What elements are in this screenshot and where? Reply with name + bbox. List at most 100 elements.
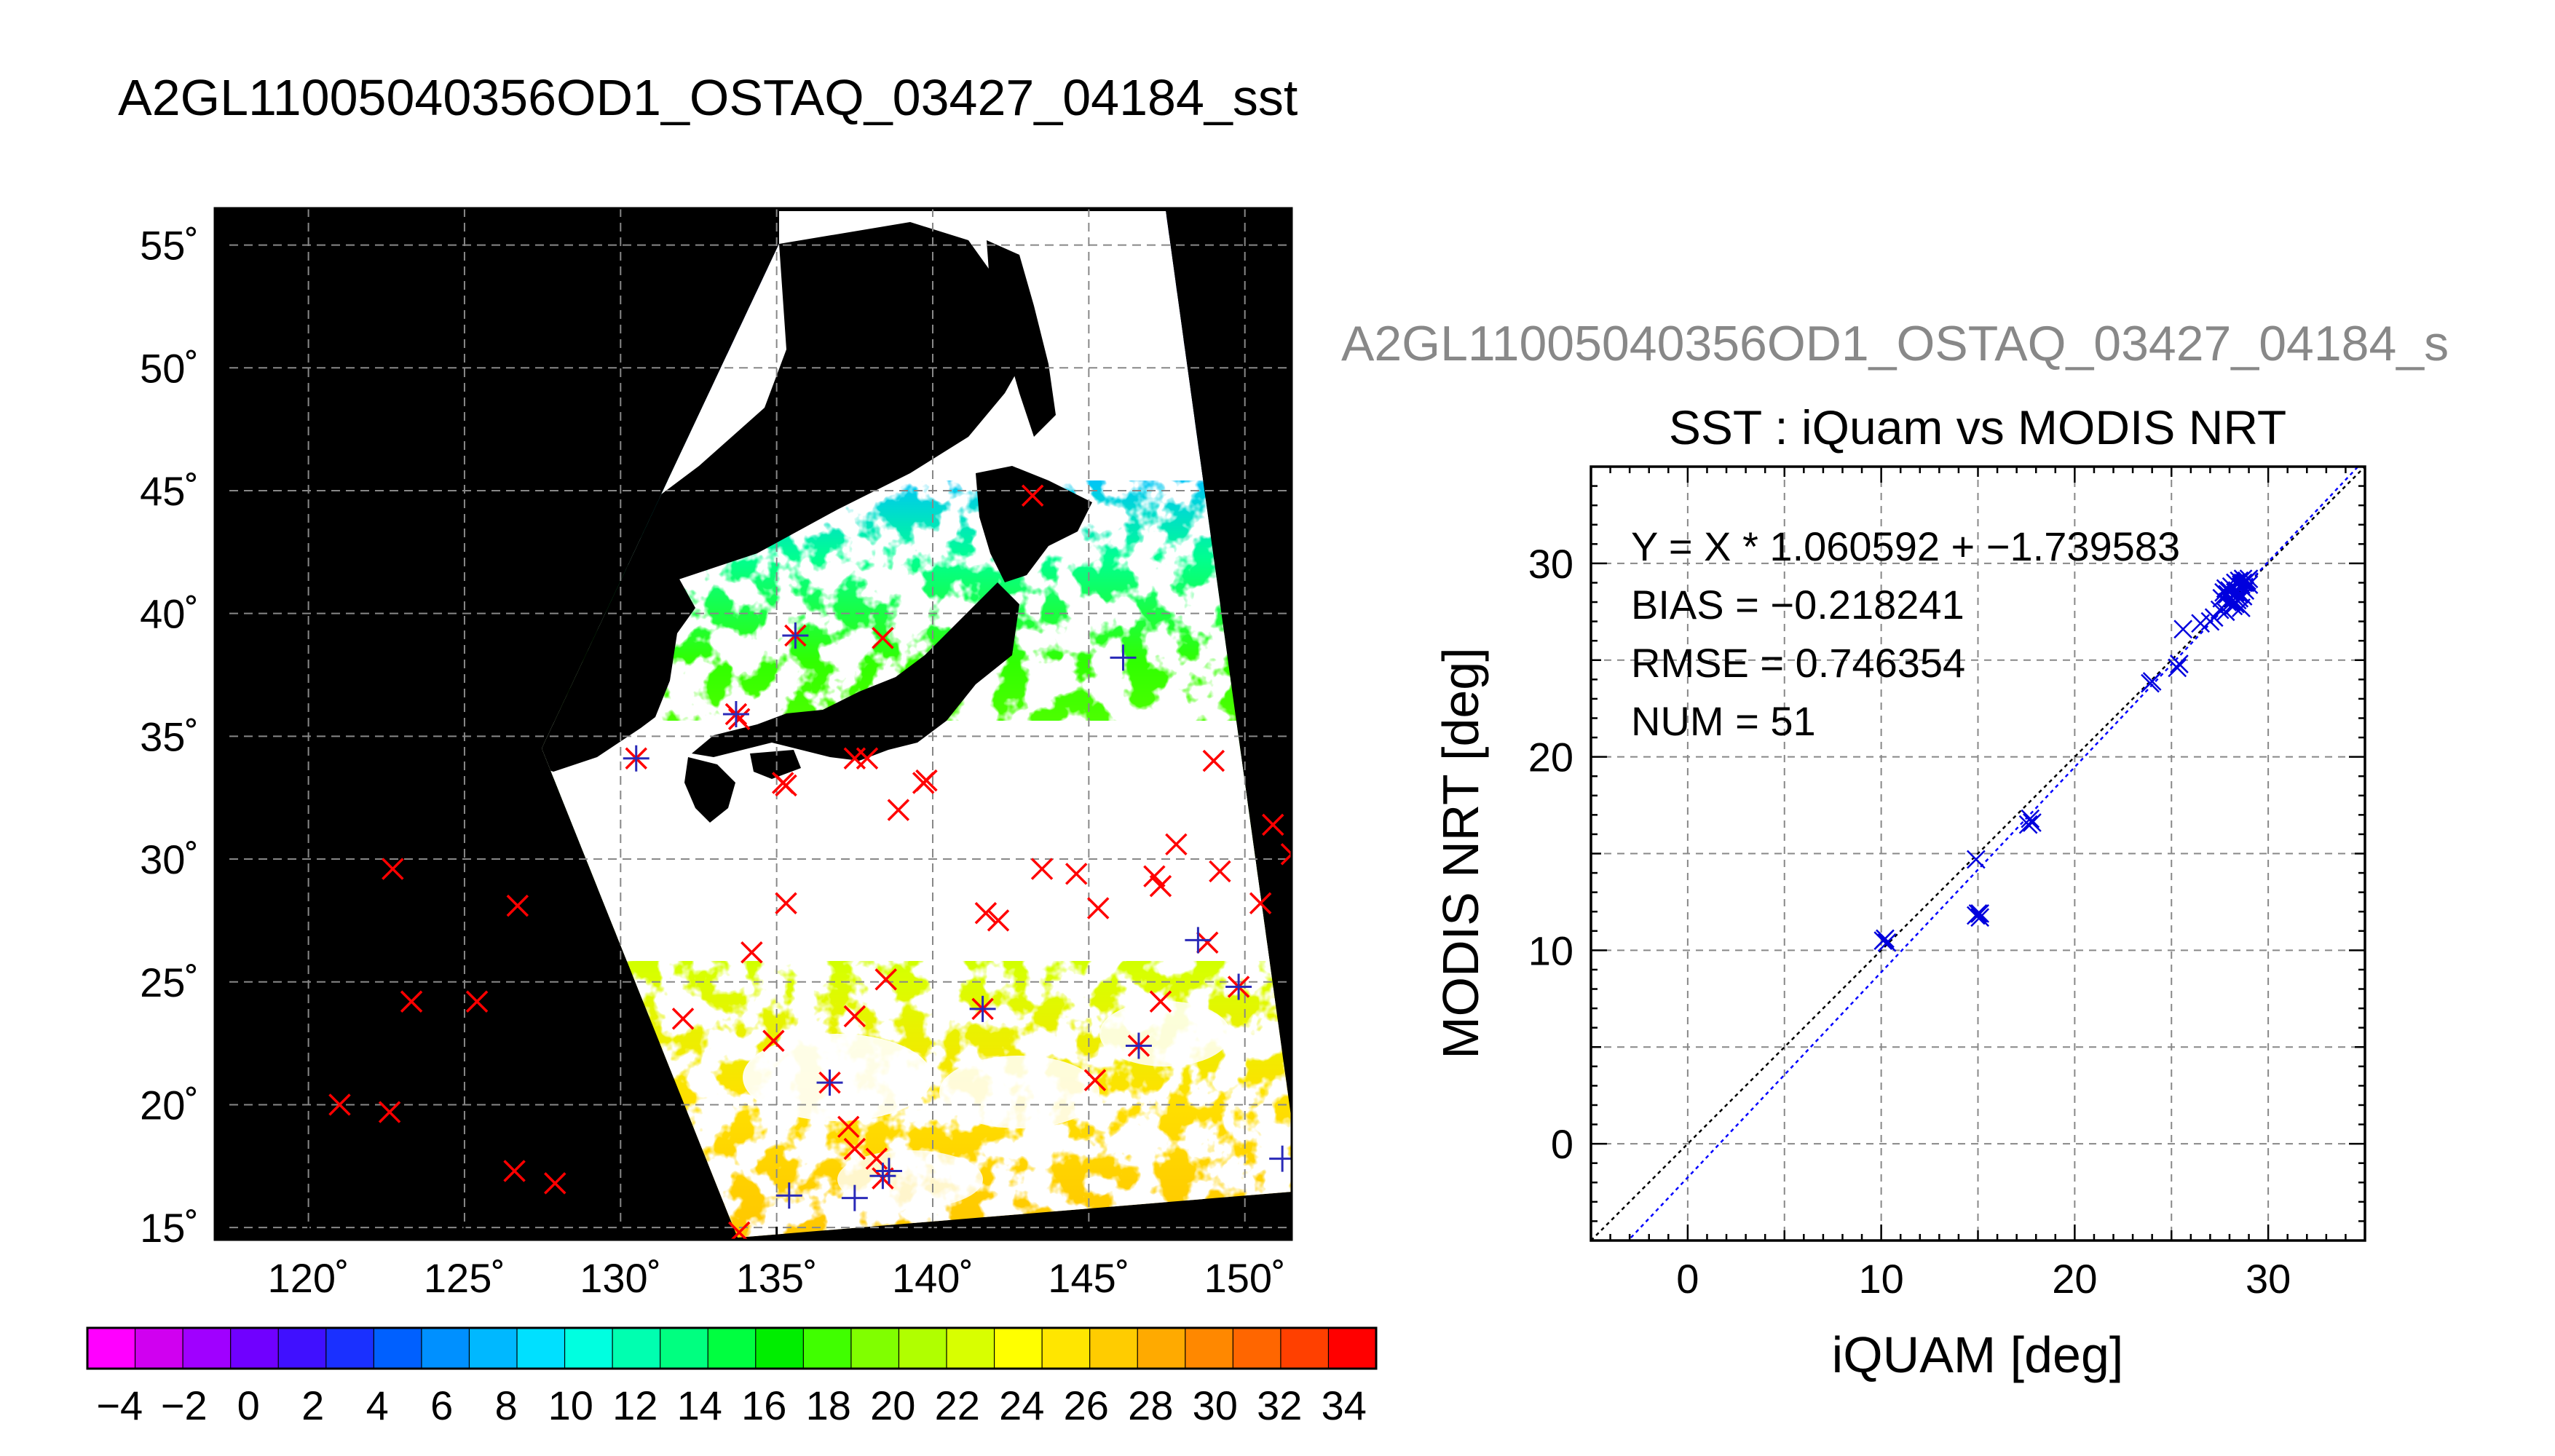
stats-num: NUM = 51 [1631,698,1816,744]
map-red-marker [1209,860,1231,883]
land-sakhalin [987,240,1056,437]
colorbar-cell [421,1328,470,1369]
map-red-marker [1086,897,1110,919]
map-red-marker [987,909,1010,932]
map-lat-label: 45˚ [140,468,199,514]
colorbar-tick-label: 16 [741,1382,786,1428]
scatter-point [2230,588,2249,608]
chart-title: SST : iQuam vs MODIS NRT [1669,400,2286,454]
colorbar-cell [612,1328,661,1369]
colorbar-cell [1233,1328,1282,1369]
map-red-marker [874,968,897,991]
land-kyushu-shikoku [684,750,801,823]
colorbar-tick-label: −2 [161,1382,208,1428]
colorbar-tick-label: 20 [870,1382,915,1428]
colorbar-cell [1185,1328,1233,1369]
scatter-point [2238,571,2256,590]
map-lon-label: 125˚ [424,1255,505,1301]
map-ticks: 120˚ 125˚ 130˚ 135˚ 140˚ 145˚ 150˚ 55˚ 50˚ 45˚ 40˚… [140,223,1286,1301]
colorbar-tick-label: 2 [301,1382,324,1428]
southern-cloud-3 [1099,1001,1231,1067]
scatter-point [1966,850,1986,869]
map-lon-label: 140˚ [892,1255,974,1301]
map-red-marker [671,1008,695,1030]
map-red-marker [843,1005,866,1028]
map-red-marker [1165,833,1188,856]
scatter-point [1970,908,1990,927]
map-lon-label: 145˚ [1048,1255,1129,1301]
map-red-marker [382,858,404,880]
stats-fit-equation: Y = X * 1.060592 + −1.739583 [1631,523,2180,569]
scatter-gridlines [1591,467,2365,1241]
colorbar-tick-label: 34 [1322,1382,1367,1428]
sst-map: 120˚ 125˚ 130˚ 135˚ 140˚ 145˚ 150˚ 55˚ 50˚ 45˚ 40˚… [140,207,1293,1301]
southern-cloud-4 [837,1150,983,1208]
map-blue-marker [1110,644,1137,671]
map-blue-marker [1125,1032,1152,1059]
map-red-marker [465,990,489,1013]
scatter-point [2018,815,2038,834]
map-blue-marker [875,1158,902,1184]
map-red-marker [503,1160,526,1182]
scatter-y-tick-label: 10 [1528,927,1573,973]
map-red-marker [872,627,894,649]
scatter-plot: 0 10 20 30 0 10 20 30 Y = X * 1.060592 + −1.739… [1528,465,2366,1302]
colorbar: −4 −2 0 2 4 6 8 10 12 14 16 18 20 22 24 26 28 30 32 34 [86,1326,1378,1428]
colorbar-tick-label: 22 [935,1382,980,1428]
map-red-marker [887,799,910,821]
colorbar-cell [87,1328,136,1369]
scatter-point [1966,906,1986,925]
map-red-marker [843,1137,866,1160]
scatter-overflow-title: A2GL11005040356OD1_OSTAQ_03427_04184_s [1341,316,2449,371]
map-markers [328,484,1292,1240]
map-lat-label: 20˚ [140,1082,199,1128]
scatter-y-tick-label: 0 [1551,1121,1573,1167]
colorbar-cell [183,1328,232,1369]
map-blue-marker [623,745,649,772]
scatter-x-tick-label: 20 [2052,1256,2097,1302]
colorbar-cell [278,1328,327,1369]
scatter-x-tick-label: 30 [2246,1256,2291,1302]
scatter-point [2173,620,2193,639]
y-axis-label: MODIS NRT [deg] [1432,647,1489,1059]
colorbar-labels: −4 −2 0 2 4 6 8 10 12 14 16 18 20 22 24 26 28 30 32 34 [96,1382,1367,1428]
colorbar-cell [899,1328,947,1369]
map-red-marker [915,769,938,792]
scatter-x-tick-label: 10 [1858,1256,1903,1302]
scatter-y-tick-label: 20 [1528,735,1573,780]
map-red-marker [1249,892,1272,915]
scatter-ticks: 0 10 20 30 0 10 20 30 [1528,465,2366,1302]
map-lat-label: 55˚ [140,223,199,269]
map-blue-marker [869,1163,896,1190]
map-blue-marker [841,1184,868,1211]
map-frame [213,207,1293,1241]
colorbar-tick-label: 4 [366,1382,389,1428]
map-lon-label: 135˚ [736,1255,818,1301]
map-red-marker [741,941,763,964]
map-red-marker [1083,1069,1107,1091]
map-lat-label: 35˚ [140,713,199,759]
map-lon-label: 150˚ [1204,1255,1286,1301]
map-red-marker [378,1101,401,1123]
colorbar-cell [1089,1328,1138,1369]
colorbar-cell [803,1328,852,1369]
stats-rmse: RMSE = 0.746354 [1631,640,1965,686]
map-red-marker [856,747,879,769]
colorbar-cell [469,1328,518,1369]
southern-cloud-2 [939,1056,1099,1128]
colorbar-tick-label: 10 [548,1382,593,1428]
map-red-marker [328,1093,351,1116]
map-lat-label: 25˚ [140,960,199,1005]
colorbar-cell [994,1328,1043,1369]
map-blue-marker [775,1182,802,1209]
map-lat-label: 50˚ [140,345,199,391]
map-lat-label: 30˚ [140,836,199,882]
colorbar-cells [87,1328,1377,1369]
land-northeast-asia [604,222,1034,582]
map-red-marker [1065,863,1088,885]
colorbar-cell [517,1328,566,1369]
scatter-point [2204,608,2224,628]
southern-cloud-1 [743,1034,932,1121]
scatter-points [1873,569,2259,952]
colorbar-tick-label: −4 [96,1382,143,1428]
